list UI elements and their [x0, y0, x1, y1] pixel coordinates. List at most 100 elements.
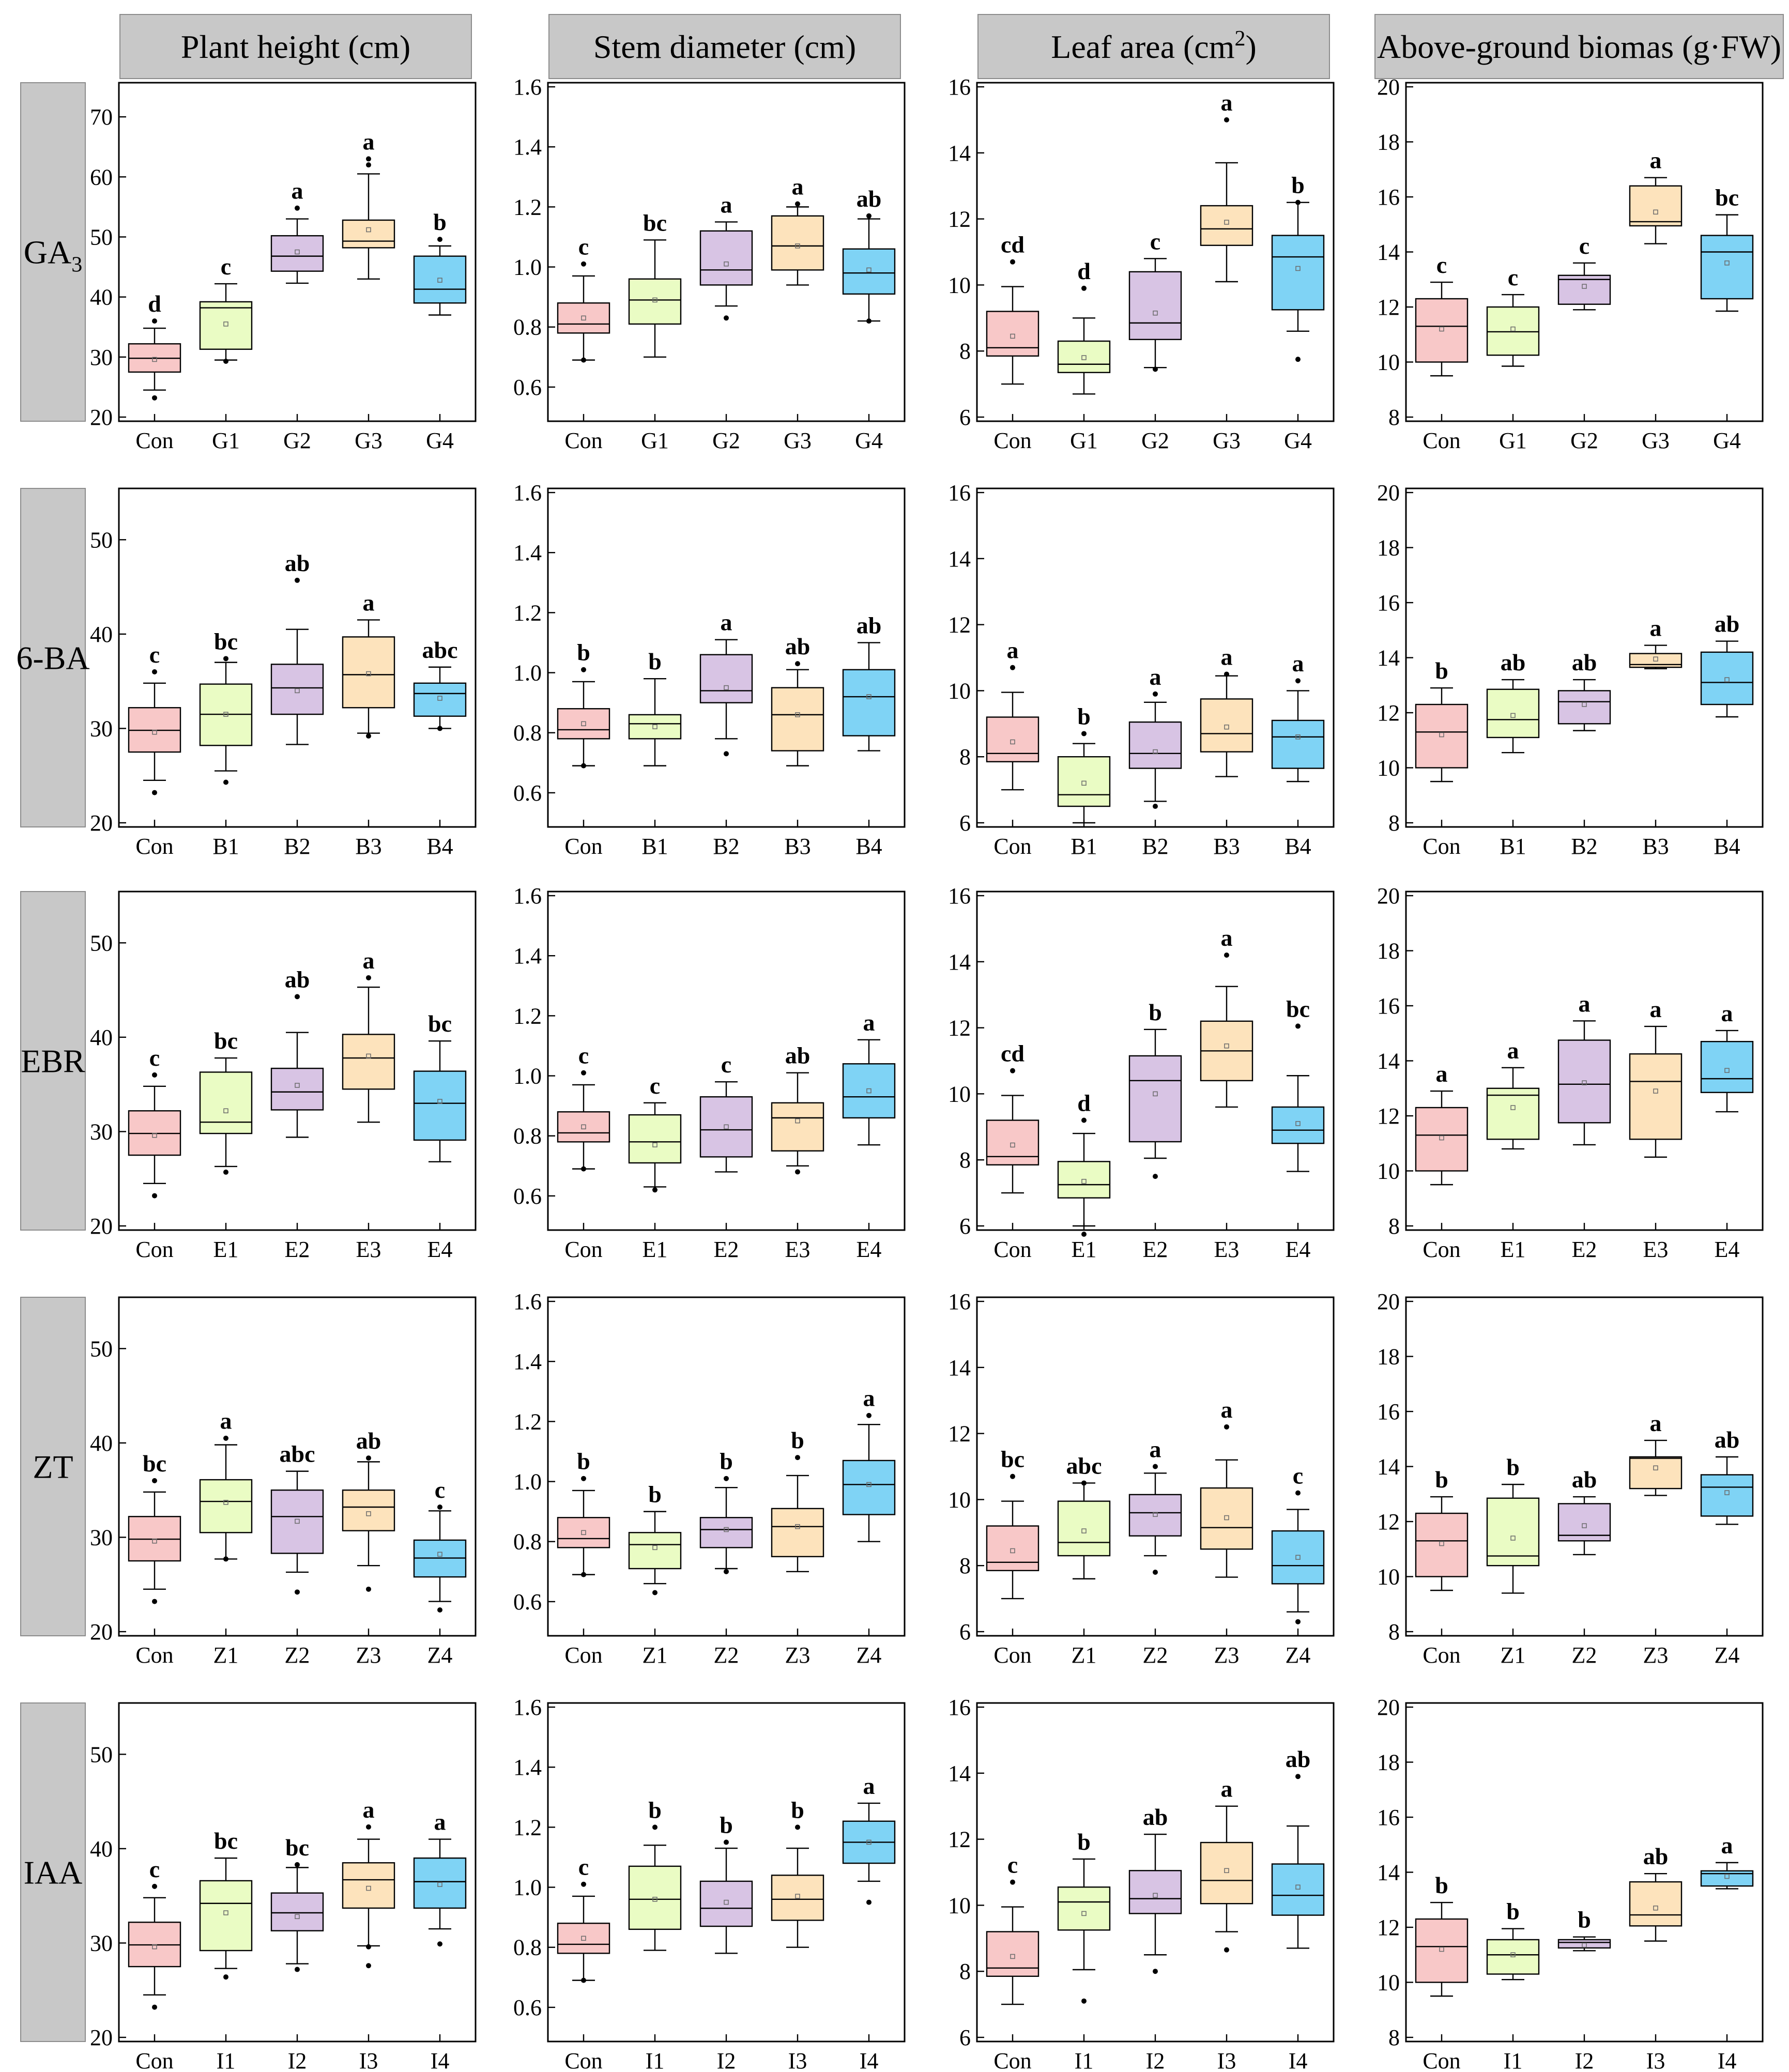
significance-letter: b [1506, 1454, 1520, 1480]
category-label: E1 [643, 1237, 668, 1262]
significance-letter: b [648, 1481, 662, 1508]
y-tick-label: 20 [1377, 1695, 1400, 1720]
row-labels: GA3 6-BA EBR ZT IAA [16, 82, 90, 2042]
box-z3: Z3 a [1629, 1410, 1683, 1668]
mean-marker [1295, 1121, 1301, 1126]
y-tick-label: 1.2 [513, 1815, 542, 1840]
significance-letter: c [1579, 233, 1589, 259]
category-label: E4 [857, 1237, 882, 1262]
outlier-point [152, 1599, 157, 1604]
category-label: Z4 [857, 1643, 882, 1668]
significance-letter: bc [214, 1027, 238, 1054]
mean-marker [795, 1894, 800, 1899]
category-label: Z4 [1715, 1643, 1740, 1668]
box-g1: G1 c [1486, 264, 1540, 453]
category-label: B1 [212, 834, 239, 859]
outlier-point [724, 315, 729, 321]
iqr-box [1415, 298, 1469, 363]
outlier-point [152, 1883, 157, 1889]
box-b2: B2 a [1128, 664, 1182, 859]
y-tick-label: 1.6 [513, 74, 542, 100]
significance-letter: a [1007, 637, 1019, 664]
category-label: E3 [1643, 1237, 1669, 1262]
category-label: G4 [1713, 428, 1741, 453]
y-tick-label: 12 [948, 1016, 971, 1041]
y-tick-label: 60 [90, 164, 113, 190]
box-e2: E2 a [1557, 990, 1611, 1262]
iqr-box [557, 1517, 610, 1548]
category-label: E2 [714, 1237, 739, 1262]
y-tick-label: 20 [90, 2025, 113, 2050]
y-tick-label: 8 [959, 339, 971, 364]
mean-marker [1010, 1954, 1015, 1959]
category-label: G2 [1570, 428, 1598, 453]
y-tick-label: 6 [959, 810, 971, 836]
mean-marker [223, 1910, 228, 1915]
box-g4: G4 ab [842, 186, 896, 453]
box-con: Con b [1415, 1466, 1469, 1668]
mean-marker [1439, 1135, 1444, 1141]
box-e3: E3 ab [771, 1042, 824, 1262]
significance-letter: c [721, 1051, 731, 1078]
box-z2: Z2 a [1128, 1436, 1182, 1668]
panel-ebr-sd: 0.6 0.8 1.0 1.2 1.4 1.6 Con c E1 c E2 c E3 ab E4 a [513, 883, 906, 1262]
significance-letter: b [577, 639, 590, 666]
outlier-point [152, 1478, 157, 1483]
iqr-box [1415, 1918, 1469, 1983]
category-label: Con [564, 834, 602, 859]
iqr-box [699, 654, 753, 703]
mean-marker [724, 1899, 729, 1905]
outlier-point [581, 667, 586, 672]
category-label: E1 [1072, 1237, 1097, 1262]
mean-marker [295, 1083, 300, 1088]
category-label: I4 [860, 2048, 879, 2072]
iqr-box [270, 664, 324, 715]
y-tick-label: 0.8 [513, 315, 542, 340]
significance-letter: b [1077, 1829, 1091, 1855]
row-label-box-ga3 [20, 82, 86, 422]
box-con: Con b [1415, 657, 1469, 859]
column-header-ph: Plant height (cm) [181, 28, 410, 65]
outlier-point [1010, 665, 1015, 670]
box-i4: I4 ab [1271, 1746, 1325, 2072]
iqr-box [557, 708, 610, 740]
box-i1: I1 b [628, 1797, 682, 2072]
outlier-point [366, 162, 371, 168]
significance-letter: b [791, 1797, 804, 1823]
category-label: G3 [1642, 428, 1670, 453]
significance-letter: a [1721, 1000, 1733, 1026]
y-tick-label: 12 [948, 1827, 971, 1852]
significance-letter: a [1650, 615, 1662, 641]
box-con: Con b [557, 639, 610, 859]
y-tick-label: 20 [90, 1619, 113, 1645]
significance-letter: ab [356, 1428, 381, 1454]
category-label: Z2 [714, 1643, 739, 1668]
significance-letter: b [791, 1427, 804, 1453]
box-z4: Z4 ab [1700, 1426, 1754, 1668]
box-b4: B4 a [1271, 650, 1325, 859]
box-g2: G2 c [1128, 228, 1182, 453]
outlier-point [152, 2004, 157, 2010]
category-label: I1 [1075, 2048, 1094, 2072]
category-label: Z2 [285, 1643, 310, 1668]
y-tick-label: 50 [90, 930, 113, 956]
box-g1: G1 bc [628, 209, 682, 453]
significance-letter: bc [143, 1450, 166, 1477]
mean-marker [866, 1839, 871, 1845]
iqr-box [199, 301, 253, 350]
box-g1: G1 d [1057, 258, 1111, 453]
mean-marker [295, 688, 300, 694]
outlier-point [652, 1187, 658, 1193]
mean-marker [223, 1500, 228, 1505]
box-e3: E3 a [1629, 996, 1683, 1262]
box-i3: I3 a [342, 1797, 395, 2072]
iqr-box [1415, 703, 1469, 769]
mean-marker [724, 1124, 729, 1130]
box-e1: E1 a [1486, 1037, 1540, 1262]
significance-letter: b [1291, 172, 1305, 198]
mean-marker [1510, 326, 1516, 332]
outlier-point [223, 358, 228, 364]
category-label: G2 [712, 428, 740, 453]
box-b3: B3 a [1200, 643, 1253, 859]
